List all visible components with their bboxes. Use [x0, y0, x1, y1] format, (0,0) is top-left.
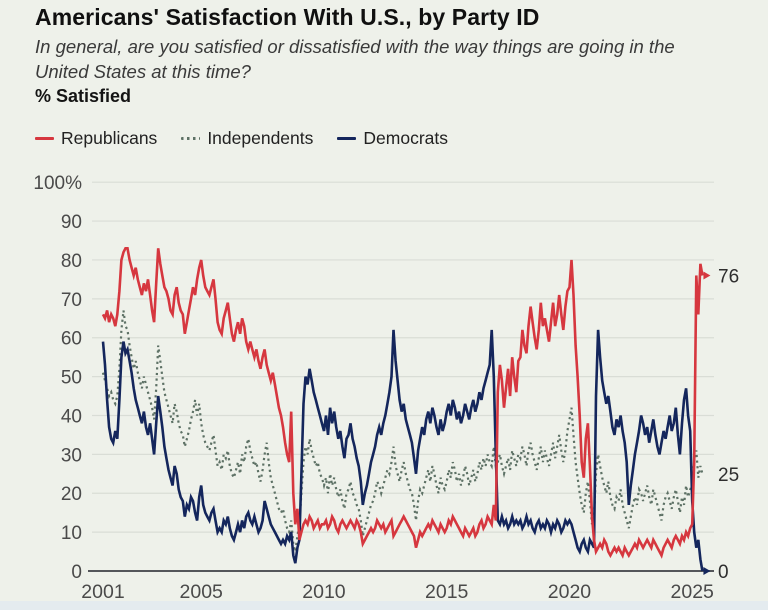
y-tick-label: 0 — [71, 562, 82, 583]
legend-label-independents: Independents — [207, 128, 314, 148]
y-tick-label: 50 — [61, 368, 82, 389]
metric-label: % Satisfied — [35, 86, 132, 106]
independents-dotted-swatch-icon — [181, 137, 201, 140]
y-tick-label: 20 — [61, 484, 82, 505]
republicans-arrowhead-icon — [703, 271, 711, 280]
y-axis-tick-labels: 0 10 20 30 40 50 60 70 80 90 100% — [33, 173, 82, 583]
y-tick-label: 80 — [61, 251, 82, 272]
chart-legend: Republicans Independents Democrats — [35, 128, 448, 149]
independents-line — [101, 310, 704, 552]
y-tick-label: 90 — [61, 212, 82, 233]
legend-item-republicans: Republicans — [35, 128, 157, 149]
democrats-end-value-label: 0 — [718, 562, 729, 583]
republicans-line — [101, 247, 704, 559]
democrats-line-swatch-icon — [337, 137, 357, 140]
legend-item-democrats: Democrats — [337, 128, 448, 149]
x-tick-label: 2010 — [302, 581, 346, 603]
y-tick-label: 100% — [33, 173, 82, 194]
democrats-arrowhead-icon — [703, 567, 711, 575]
x-tick-label: 2015 — [425, 581, 469, 603]
y-tick-label: 40 — [61, 406, 82, 427]
chart-subtitle: In general, are you satisfied or dissati… — [35, 36, 675, 82]
x-axis-tick-labels: 2001 2005 2010 2015 2020 2025 — [81, 581, 714, 603]
y-tick-label: 70 — [61, 290, 82, 311]
republicans-line-swatch-icon — [35, 137, 54, 140]
legend-label-republicans: Republicans — [61, 128, 158, 148]
x-tick-label: 2025 — [671, 581, 715, 603]
y-tick-label: 10 — [61, 523, 82, 544]
y-tick-label: 60 — [61, 329, 82, 350]
democrats-line — [101, 329, 704, 572]
legend-item-independents: Independents — [181, 128, 313, 149]
independents-end-value-label: 25 — [718, 465, 739, 486]
page-title: Americans' Satisfaction With U.S., by Pa… — [35, 4, 540, 30]
x-tick-label: 2005 — [180, 581, 224, 603]
y-tick-label: 30 — [61, 445, 82, 466]
x-tick-label: 2001 — [81, 581, 124, 603]
republicans-end-value-label: 76 — [718, 267, 739, 288]
gridlines — [92, 181, 714, 533]
x-tick-label: 2020 — [548, 581, 592, 603]
bottom-strip — [0, 601, 768, 610]
legend-label-democrats: Democrats — [363, 128, 448, 148]
